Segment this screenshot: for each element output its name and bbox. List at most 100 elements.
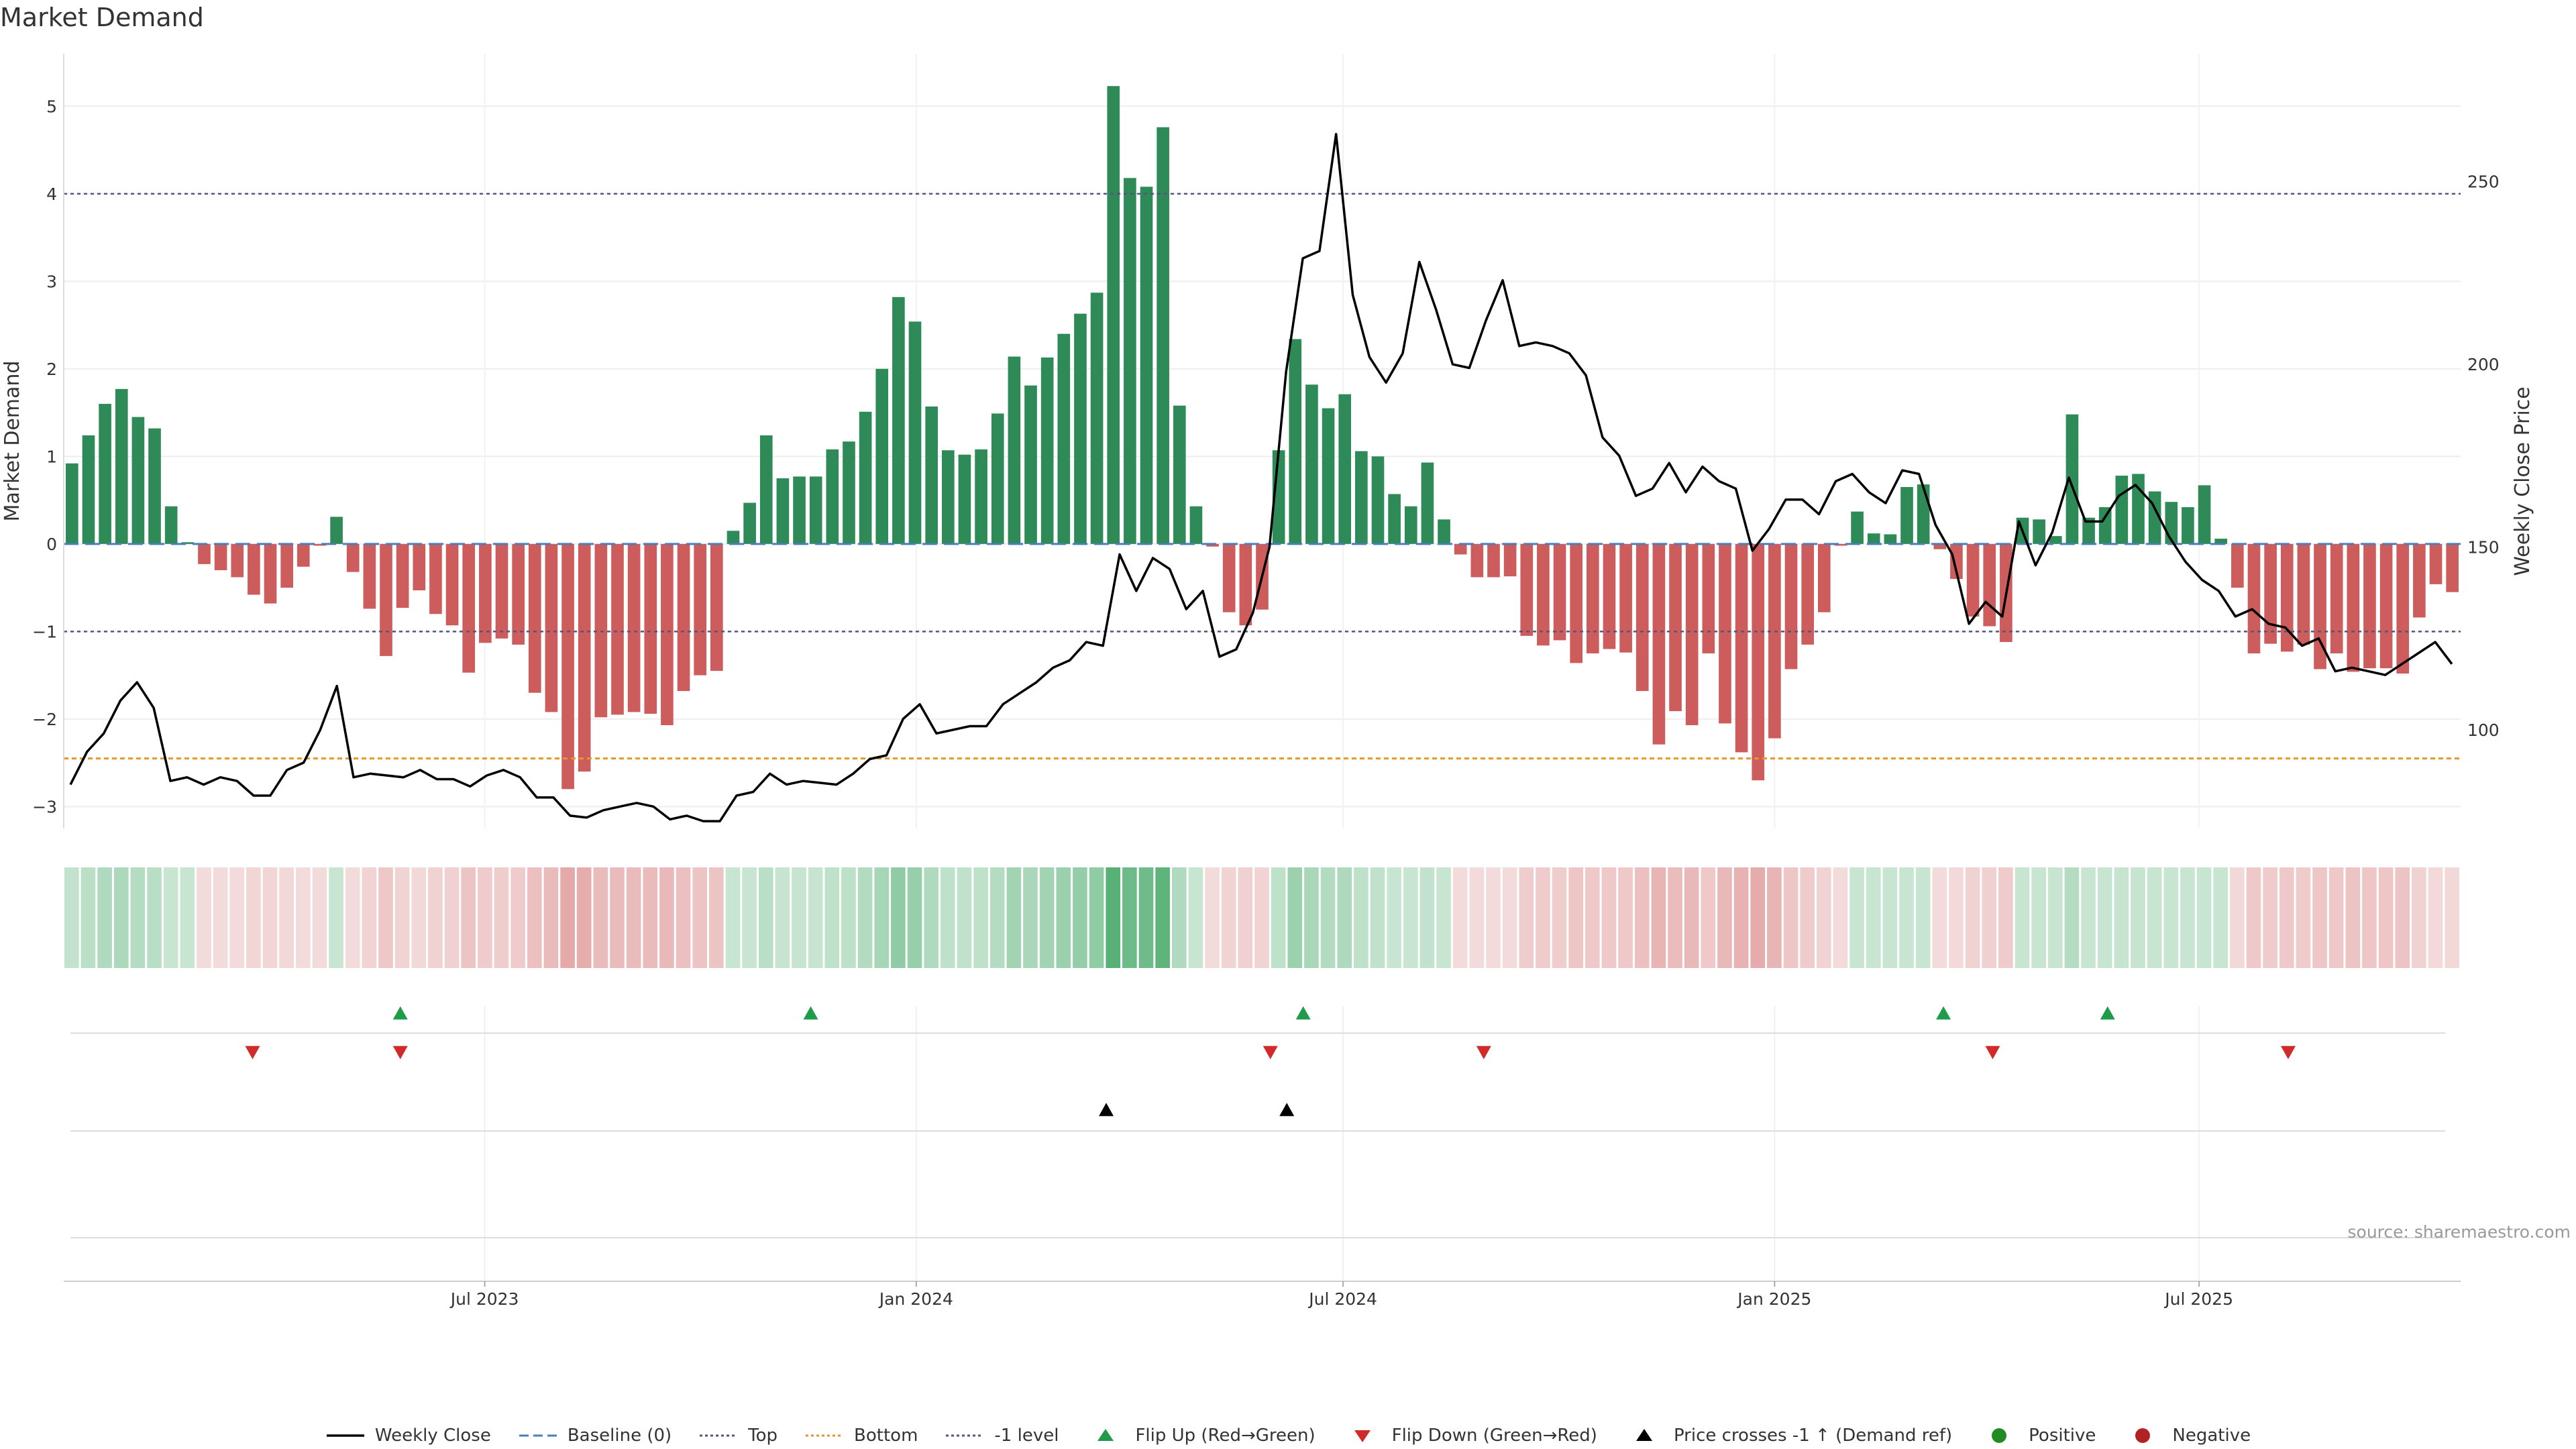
demand-bar (1900, 487, 1913, 544)
demand-bar (694, 543, 707, 676)
demand-cell (610, 867, 625, 968)
demand-cell (2395, 867, 2410, 968)
legend-label: Negative (2172, 1426, 2251, 1446)
demand-cell (824, 867, 840, 968)
demand-bar (1057, 333, 1071, 544)
demand-bar (1322, 408, 1335, 544)
demand-bar (380, 543, 392, 656)
demand-bar (710, 543, 723, 672)
demand-cell (1949, 867, 1964, 968)
demand-cell (411, 867, 427, 968)
demand-bar (892, 297, 905, 544)
demand-bar (1024, 385, 1037, 544)
demand-bar (975, 449, 987, 544)
demand-cell (394, 867, 410, 968)
demand-cell (2345, 867, 2361, 968)
flip-down-marker (392, 1046, 408, 1059)
demand-bar (1735, 543, 1748, 753)
triangle-up-icon (1635, 1429, 1652, 1441)
demand-cell (1039, 867, 1055, 968)
demand-cell (1915, 867, 1931, 968)
demand-bar (1570, 543, 1583, 663)
demand-bar (248, 543, 260, 595)
x-tick-label: Jul 2023 (449, 1289, 519, 1309)
demand-cell (1717, 867, 1732, 968)
demand-bar (1404, 506, 1417, 544)
demand-bar (495, 543, 508, 639)
legend-item: Negative (2123, 1426, 2251, 1446)
demand-bar (545, 543, 558, 712)
demand-bar (2165, 502, 2178, 544)
demand-cell (113, 867, 129, 968)
grid-layer (64, 54, 2461, 1281)
demand-bar (1074, 313, 1087, 544)
demand-cell (130, 867, 146, 968)
demand-cell (1238, 867, 1253, 968)
demand-cell (1502, 867, 1517, 968)
demand-cell (808, 867, 823, 968)
demand-bar (1040, 357, 1054, 544)
demand-bar (462, 543, 476, 673)
y2-axis-label: Weekly Close Price (2511, 386, 2534, 576)
demand-bar (859, 411, 872, 544)
triangle-up-icon (1097, 1429, 1114, 1441)
demand-bar (2231, 543, 2244, 588)
demand-cell (229, 867, 245, 968)
demand-cell (312, 867, 327, 968)
demand-bar (1355, 451, 1368, 544)
demand-cell (2031, 867, 2046, 968)
demand-bar (2297, 543, 2310, 645)
demand-cell (1568, 867, 1584, 968)
legend-label: Positive (2029, 1426, 2096, 1446)
demand-cell (676, 867, 691, 968)
demand-cell (378, 867, 393, 968)
demand-cell (1668, 867, 1682, 968)
legend-item: Price crosses -1 ↑ (Demand ref) (1624, 1426, 1952, 1446)
demand-bar (1421, 462, 1434, 544)
demand-bar (280, 543, 293, 588)
demand-bar (2098, 507, 2112, 544)
y2-tick-label: 250 (2467, 172, 2500, 192)
flip-up-marker (1936, 1006, 1951, 1020)
demand-cell (461, 867, 476, 968)
demand-cell (560, 867, 575, 968)
demand-cell (1486, 867, 1501, 968)
y-tick-label: −1 (32, 622, 57, 641)
demand-cell (2047, 867, 2063, 968)
demand-cell (2097, 867, 2112, 968)
demand-cell (2246, 867, 2261, 968)
demand-cell (1536, 867, 1550, 968)
demand-cell (1800, 867, 1815, 968)
demand-cell (80, 867, 96, 968)
demand-bar (1669, 543, 1682, 712)
demand-cell (1287, 867, 1303, 968)
demand-bar (214, 543, 227, 570)
demand-cell (1965, 867, 1980, 968)
demand-bar (2065, 414, 2079, 544)
axes-layer: −3 −2 −1 0 1 2 3 4 5 100 150 200 250 Market Demand Wee… (1, 54, 2534, 1309)
legend-label: Baseline (0) (567, 1426, 672, 1446)
demand-bar (1768, 543, 1781, 739)
demand-bar (1851, 511, 1864, 544)
demand-cell (1469, 867, 1485, 968)
demand-cell (1634, 867, 1650, 968)
demand-cell (2445, 867, 2459, 968)
demand-bar (1587, 543, 1599, 653)
demand-cell (1073, 867, 1087, 968)
demand-cell (1056, 867, 1071, 968)
demand-cell (891, 867, 906, 968)
demand-cell (1750, 867, 1766, 968)
demand-bar (875, 368, 889, 544)
demand-cell (1733, 867, 1749, 968)
demand-cell (1403, 867, 1418, 968)
flip-down-marker (1263, 1046, 1278, 1059)
circle-icon (2135, 1428, 2151, 1443)
circle-icon (1992, 1428, 2007, 1443)
demand-bar (1619, 543, 1632, 653)
demand-cell (163, 867, 178, 968)
demand-bar (1817, 543, 1831, 612)
demand-bar (958, 454, 971, 544)
demand-bar (148, 428, 161, 544)
demand-cell (527, 867, 542, 968)
demand-cell (1155, 867, 1170, 968)
